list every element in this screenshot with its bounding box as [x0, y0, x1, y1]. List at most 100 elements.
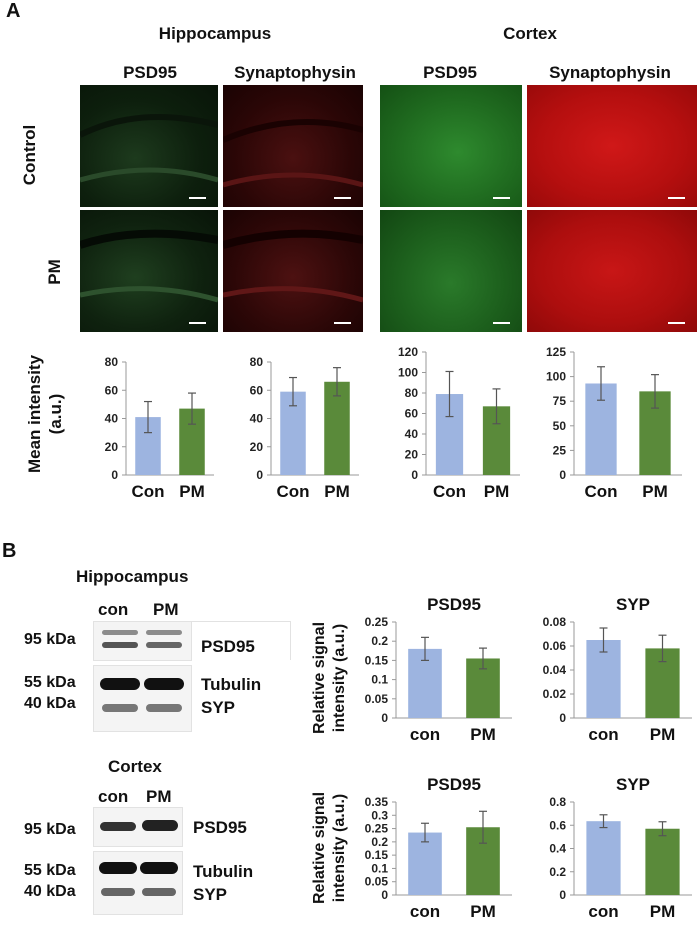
y-tick-label: 50 [553, 419, 567, 433]
y-tick-label: 40 [105, 412, 119, 426]
y-tick-label: 80 [250, 355, 264, 369]
micrograph-cortex-synaptophysin-pm [527, 210, 697, 332]
y-tick-label: 0 [559, 468, 566, 482]
panel-b-ylabel-top-line2: intensity (a.u.) [331, 623, 348, 733]
y-tick-label: 0.04 [543, 663, 567, 677]
blot-cortex-psd95-strip [93, 807, 183, 847]
x-tick-label: PM [470, 725, 496, 744]
y-tick-label: 0 [559, 711, 566, 725]
blot-hippocampus-marker-55: 55 kDa [24, 674, 76, 691]
micrograph-cortex-psd95-pm [380, 210, 522, 332]
bar-con [408, 832, 442, 895]
panel-b-ylabel-bottom-line1: Relative signal [311, 791, 328, 905]
y-tick-label: 75 [553, 394, 567, 408]
y-tick-label: 0 [381, 888, 388, 902]
y-tick-label: 0.25 [365, 615, 389, 629]
panel-b-ylabel-top-line1: Relative signal [311, 621, 328, 735]
chart-b-hippocampus-psd95: PSD95 0 0.05 0.1 0.15 0.2 0.25 con PM [365, 595, 512, 744]
y-tick-label: 40 [250, 412, 264, 426]
y-tick-label: 100 [546, 370, 566, 384]
y-tick-label: 0 [381, 711, 388, 725]
chart-b-cortex-syp: SYP 0 0.2 0.4 0.6 0.8 con PM [549, 775, 692, 921]
x-tick-label: con [410, 902, 440, 921]
stain-synaptophysin-hippocampus: Synaptophysin [234, 63, 356, 82]
row-label-pm: PM [45, 259, 64, 285]
y-tick-label: 0.2 [371, 634, 388, 648]
blot-hippocampus-lane-pm: PM [153, 600, 179, 619]
y-tick-label: 0.05 [365, 692, 389, 706]
y-tick-label: 0.25 [365, 822, 389, 836]
panel-a-letter: A [6, 0, 21, 22]
y-tick-label: 80 [105, 355, 119, 369]
blot-cortex-marker-95: 95 kDa [24, 821, 76, 838]
y-tick-label: 25 [553, 443, 567, 457]
chart-a-hippocampus-synaptophysin: 0 20 40 60 80 Con PM [250, 355, 359, 501]
blot-hippocampus-frame [190, 621, 291, 660]
row-label-control: Control [20, 124, 39, 186]
blot-cortex-marker-40: 40 kDa [24, 883, 76, 900]
blot-hippocampus-tubulin-syp-strip [93, 665, 192, 732]
x-tick-label: PM [642, 482, 668, 501]
blot-cortex-lane-pm: PM [146, 787, 172, 806]
y-tick-label: 0 [559, 888, 566, 902]
panel-a-ylabel-line1: Mean intensity [25, 354, 44, 474]
y-tick-label: 20 [250, 440, 264, 454]
panel-a-ylabel-line2: (a.u.) [46, 393, 65, 435]
chart-a-cortex-synaptophysin: 0 25 50 75 100 125 Con PM [546, 345, 682, 501]
x-tick-label: con [410, 725, 440, 744]
y-tick-label: 0.35 [365, 795, 389, 809]
blot-hippocampus-marker-95: 95 kDa [24, 631, 76, 648]
y-tick-label: 0.3 [371, 808, 388, 822]
x-tick-label: Con [584, 482, 617, 501]
x-tick-label: con [588, 902, 618, 921]
y-tick-label: 0 [411, 468, 418, 482]
y-tick-label: 0.08 [543, 615, 567, 629]
micrograph-cortex-synaptophysin-control [527, 85, 697, 207]
y-tick-label: 60 [105, 383, 119, 397]
y-tick-label: 0.2 [549, 865, 566, 879]
y-tick-label: 0.6 [549, 818, 566, 832]
stain-psd95-hippocampus: PSD95 [123, 63, 177, 82]
x-tick-label: PM [470, 902, 496, 921]
panel-a-ylabel: Mean intensity (a.u.) [24, 324, 68, 504]
y-tick-label: 20 [405, 448, 419, 462]
panel-b-ylabel-bottom: Relative signal intensity (a.u.) [310, 763, 354, 933]
blot-cortex-lane-con: con [98, 787, 129, 806]
chart-b-hippocampus-syp: SYP 0 0.02 0.04 0.06 0.08 con PM [543, 595, 692, 744]
bar-pm [324, 381, 350, 475]
micrograph-hippocampus-psd95-control [80, 85, 218, 207]
x-tick-label: PM [484, 482, 510, 501]
chart-b-cortex-psd95: PSD95 00.050.10.150.20.250.30.35 con PM [365, 775, 512, 921]
y-tick-label: 0 [111, 468, 118, 482]
y-tick-label: 60 [250, 383, 264, 397]
y-tick-label: 0 [256, 468, 263, 482]
y-tick-label: 0.15 [365, 848, 389, 862]
y-tick-label: 0.1 [371, 673, 388, 687]
bar-pm [645, 828, 680, 895]
bar-con [586, 821, 621, 895]
blot-cortex-protein-syp: SYP [193, 885, 228, 904]
micrograph-hippocampus-synaptophysin-control [223, 85, 363, 207]
panel-b-ylabel-top: Relative signal intensity (a.u.) [310, 593, 354, 763]
chart-a-hippocampus-psd95: 0 20 40 60 80 Con PM [105, 355, 214, 501]
region-cortex-heading: Cortex [503, 24, 557, 43]
y-tick-label: 0.2 [371, 835, 388, 849]
y-tick-label: 0.15 [365, 653, 389, 667]
y-tick-label: 100 [398, 366, 418, 380]
panel-b-ylabel-bottom-line2: intensity (a.u.) [331, 793, 348, 903]
x-tick-label: Con [131, 482, 164, 501]
x-tick-label: PM [650, 725, 676, 744]
blot-cortex-tubulin-syp-strip [93, 851, 183, 915]
y-tick-label: 40 [405, 427, 419, 441]
y-tick-label: 125 [546, 345, 566, 359]
x-tick-label: con [588, 725, 618, 744]
panel-b-letter: B [2, 540, 17, 562]
x-tick-label: PM [324, 482, 350, 501]
x-tick-label: Con [276, 482, 309, 501]
blot-hippocampus-psd95-strip [93, 621, 192, 661]
stain-psd95-cortex: PSD95 [423, 63, 477, 82]
y-tick-label: 0.8 [549, 795, 566, 809]
blot-hippocampus-marker-40: 40 kDa [24, 695, 76, 712]
blot-hippocampus-protein-psd95: PSD95 [201, 637, 255, 656]
blot-cortex-protein-tubulin: Tubulin [193, 862, 254, 881]
